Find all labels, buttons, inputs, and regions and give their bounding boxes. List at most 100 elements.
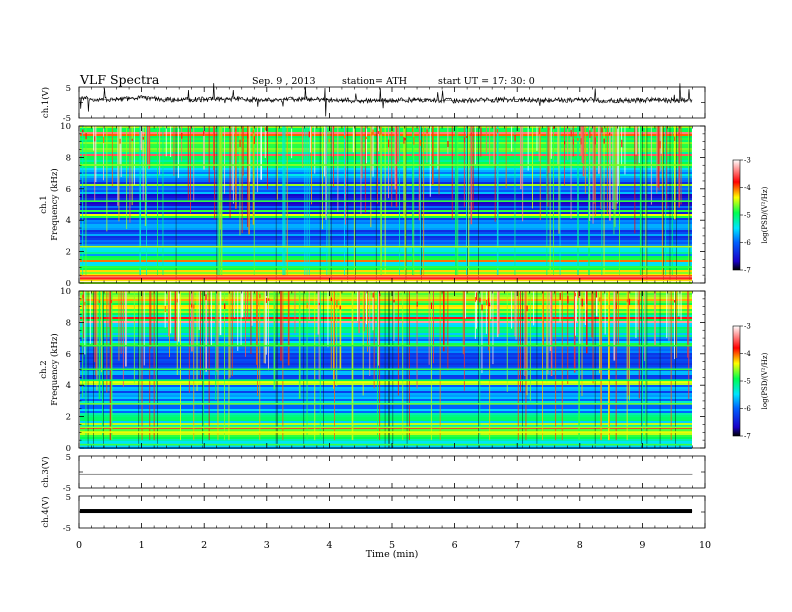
sferic [370,126,372,228]
narrowband-lines [80,164,692,282]
dark-gap [375,126,377,283]
sferic-hotspot [85,133,87,140]
sferic [666,126,668,209]
sferic-hotspot [265,297,268,303]
frequency-band [80,174,692,176]
x-axis-label: Time (min) [366,549,419,560]
sferic [634,126,636,234]
sferic [268,291,269,371]
sferic [624,126,626,175]
frequency-band [80,341,692,343]
sferic [542,291,543,441]
ch1-spectrogram-panel: 0 2 4 6 8 10 ch.1 Frequency (kHz) [39,122,706,289]
frequency-band [80,321,692,323]
x-tick-label: 10 [699,540,711,551]
sferic-hotspot [538,127,540,135]
sferic [208,291,210,441]
sferic [676,291,678,358]
x-tick-label: 8 [577,540,583,551]
sferic-hotspot [205,294,207,301]
sferic [89,291,91,344]
sferic [142,126,144,201]
frequency-band [80,250,692,252]
frequency-band [80,232,692,234]
sferic-hotspot [621,139,623,148]
sferic [570,126,572,219]
sferic [93,126,95,151]
sferic-hotspot [485,299,488,306]
dark-gap [355,126,356,283]
sferic [267,126,268,190]
frequency-band [80,445,692,447]
frequency-band [80,132,692,134]
sferic [109,291,112,441]
sferic [462,291,464,355]
frequency-band [80,270,692,272]
colorbar-label: log(PSD/(V²/Hz) [761,186,769,243]
header-date: Sep. 9 , 2013 [252,76,316,87]
sferic [173,126,175,176]
sferic-hotspot [103,136,105,143]
sferic-hotspot [98,300,100,303]
ch1-waveform-trace [79,83,693,117]
sferic [325,126,327,220]
frequency-band [80,339,692,341]
sferic [378,291,379,366]
sferic [575,291,576,336]
dark-gap [467,126,468,283]
sferic [429,126,431,197]
sferic [391,126,393,207]
sferic [636,126,638,165]
sferic [397,291,399,396]
sferic [242,126,244,176]
sferic-hotspot [547,128,549,136]
sferic-hotspot [372,292,374,298]
sferic-hotspot [628,298,631,306]
sferic [241,126,243,234]
sferic-hotspot [463,137,466,143]
frequency-band [80,134,692,136]
frequency-band [80,293,692,295]
sferic [658,126,660,191]
frequency-band [80,441,692,443]
frequency-band [80,256,692,258]
dark-gap [319,126,321,283]
sferic-hotspot [595,291,598,298]
sferic [83,291,85,339]
y-tick-label: 8 [66,318,71,328]
sferic-hotspot [268,298,270,301]
colorbar-tick-label: -3 [744,323,751,331]
sferic [366,126,367,164]
colorbar-tick-label: -4 [744,350,751,358]
sferic [294,291,296,334]
sferic-hotspot [570,129,572,137]
frequency-band [80,411,692,413]
sferic-hotspot [615,302,617,310]
sferic [555,291,557,441]
colorbar-tick-label: -7 [744,433,751,441]
frequency-band [80,401,692,403]
sferic [525,291,527,441]
frequency-band [80,365,692,367]
sferic [366,291,367,325]
sferic-hotspot [344,135,346,139]
sferic-hotspot [476,292,478,301]
y-tick-label: 6 [66,185,71,195]
frequency-band [80,347,692,349]
sferic-hotspot [599,297,601,302]
sferic [547,291,549,375]
sferic [191,291,193,352]
x-tick-label: 9 [639,540,645,551]
ch4-trace [80,509,692,514]
sferic [327,291,329,348]
sferic [94,126,96,201]
sferic [314,291,316,441]
sferic [322,126,323,230]
sferic-hotspot [609,132,611,136]
frequency-band [80,262,692,264]
frequency-band [80,309,692,311]
frequency-band [80,196,692,198]
dark-gap [663,126,664,283]
frequency-band [80,212,692,214]
sferic [228,291,230,441]
